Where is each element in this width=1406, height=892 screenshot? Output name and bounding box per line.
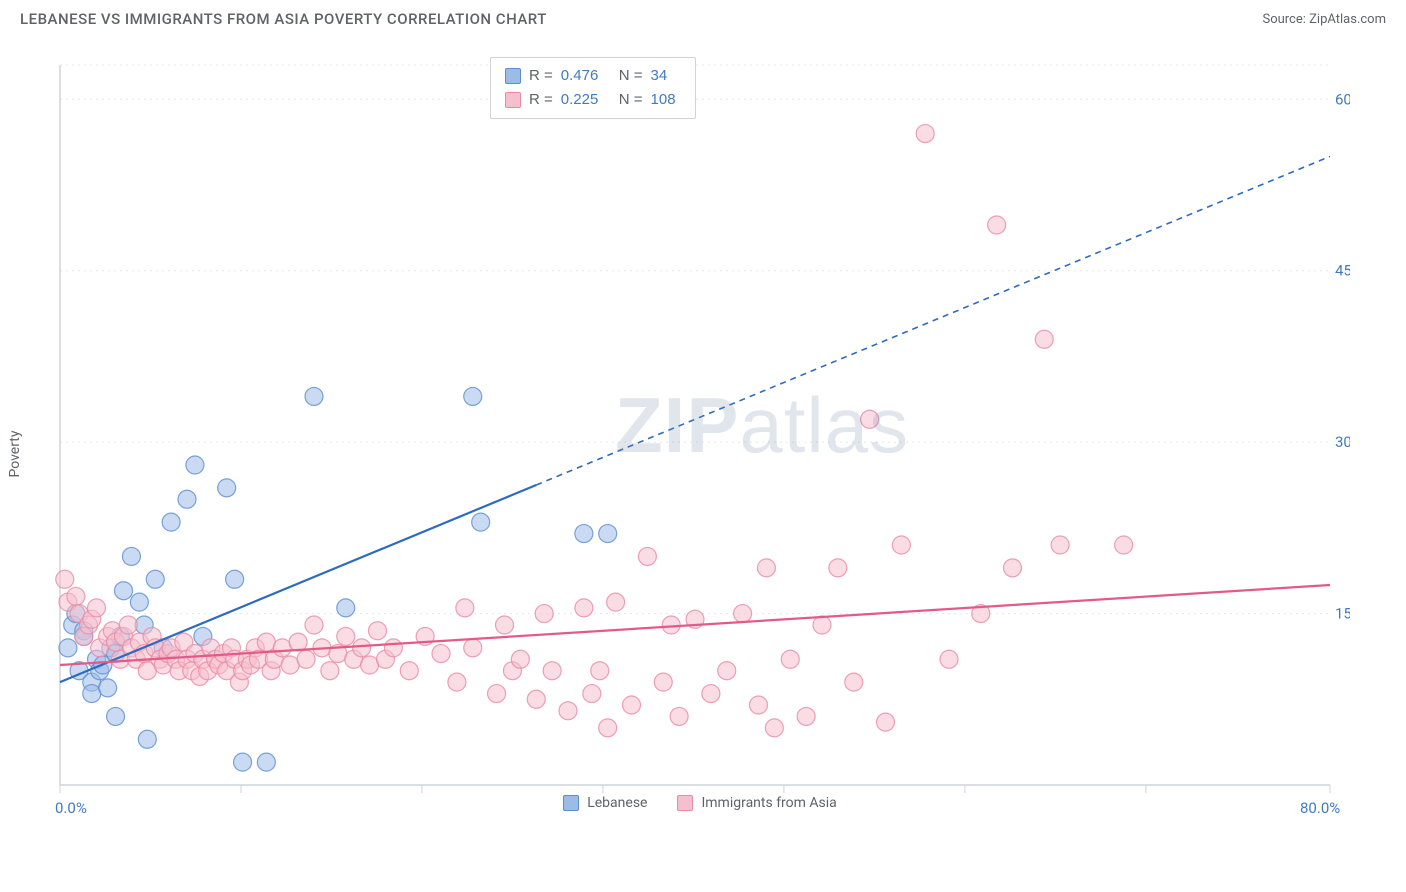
stats-swatch — [505, 68, 521, 84]
correlation-stats-box: R = 0.476 N = 34 R = 0.225 N = 108 — [490, 57, 696, 119]
stats-r-value: 0.476 — [561, 64, 611, 88]
stats-n-label: N = — [619, 64, 643, 88]
svg-text:15.0%: 15.0% — [1335, 605, 1350, 623]
scatter-chart-svg: 15.0% 30.0% 45.0% 60.0% — [50, 55, 1350, 815]
stats-r-label: R = — [529, 64, 553, 88]
svg-text:45.0%: 45.0% — [1335, 262, 1350, 280]
stats-swatch — [505, 92, 521, 108]
y-axis-label: Poverty — [7, 430, 23, 477]
chart-title: LEBANESE VS IMMIGRANTS FROM ASIA POVERTY… — [20, 10, 547, 28]
stats-row: R = 0.476 N = 34 — [505, 64, 681, 88]
legend-swatch — [677, 795, 693, 811]
legend-item: Immigrants from Asia — [677, 795, 836, 811]
legend-label: Lebanese — [587, 795, 647, 811]
stats-row: R = 0.225 N = 108 — [505, 88, 681, 112]
stats-r-label: R = — [529, 88, 553, 112]
stats-n-value: 108 — [651, 88, 681, 112]
x-axis-max-label: 80.0% — [1300, 799, 1340, 817]
stats-n-label: N = — [619, 88, 643, 112]
chart-area: 15.0%30.0%45.0%60.0% ZIPatlas R = 0.476N… — [50, 55, 1350, 815]
svg-text:30.0%: 30.0% — [1335, 433, 1350, 451]
stats-n-value: 34 — [651, 64, 681, 88]
x-axis-min-label: 0.0% — [55, 799, 87, 817]
svg-text:60.0%: 60.0% — [1335, 90, 1350, 108]
legend-item: Lebanese — [563, 795, 647, 811]
series-legend: Lebanese Immigrants from Asia — [50, 795, 1350, 811]
stats-r-value: 0.225 — [561, 88, 611, 112]
source-attribution: Source: ZipAtlas.com — [1262, 12, 1386, 27]
legend-label: Immigrants from Asia — [701, 795, 836, 811]
legend-swatch — [563, 795, 579, 811]
